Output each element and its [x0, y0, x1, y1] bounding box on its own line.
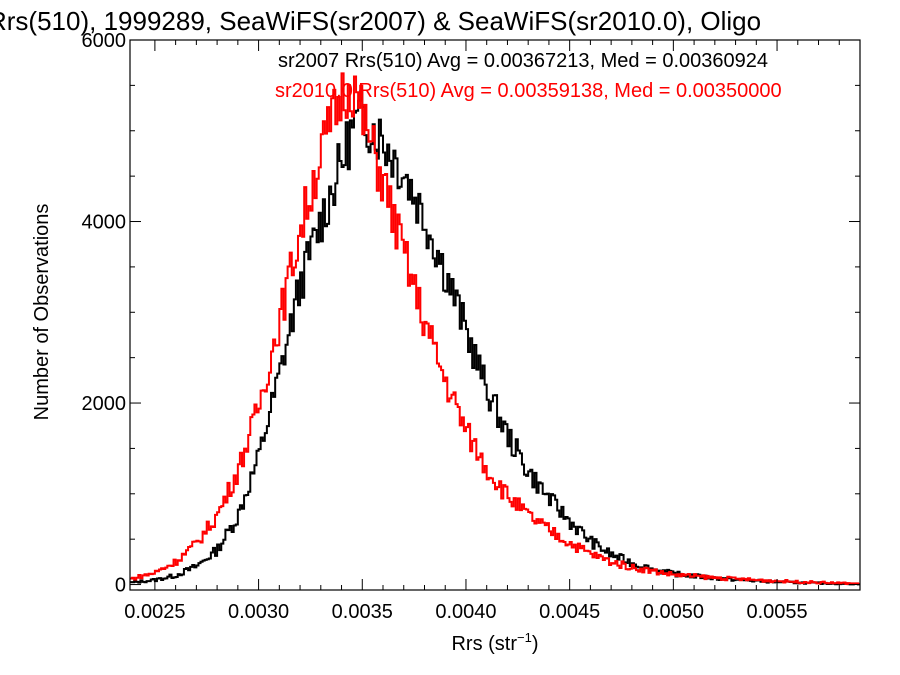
x-axis-label-text: Rrs (str: [451, 633, 517, 655]
x-axis-label: Rrs (str−1): [451, 630, 538, 655]
x-tick-label: 0.0030: [228, 601, 289, 623]
x-tick-label: 0.0035: [332, 601, 393, 623]
y-tick-label: 6000: [82, 30, 127, 52]
x-tick-label: 0.0040: [435, 601, 496, 623]
y-tick-label: 2000: [82, 393, 127, 415]
x-axis-label-superscript: −1: [517, 630, 532, 645]
legend-entry-sr2010: sr2010.0 Rrs(510) Avg = 0.00359138, Med …: [275, 80, 782, 102]
x-axis: 0.0025 0.0030 0.0035 0.0040 0.0045 0.0050 0.00…: [124, 40, 840, 623]
x-tick-label: 0.0055: [746, 601, 807, 623]
y-tick-label: 0: [115, 575, 126, 597]
series-line-1: [130, 72, 860, 585]
y-axis: 0 2000 4000 6000: [82, 30, 860, 597]
y-axis-label: Number of Observations: [31, 204, 53, 421]
legend-entry-sr2007: sr2007 Rrs(510) Avg = 0.00367213, Med = …: [278, 50, 768, 72]
plot-frame: [129, 39, 861, 591]
x-tick-label: 0.0050: [643, 601, 704, 623]
x-tick-label: 0.0025: [124, 601, 185, 623]
y-tick-label: 4000: [82, 212, 127, 234]
x-tick-label: 0.0045: [539, 601, 600, 623]
x-axis-label-close: ): [532, 633, 539, 655]
chart-title: Rrs(510), 1999289, SeaWiFS(sr2007) & Sea…: [0, 6, 761, 36]
series-line-0: [130, 89, 860, 586]
series-layer: [130, 72, 860, 586]
